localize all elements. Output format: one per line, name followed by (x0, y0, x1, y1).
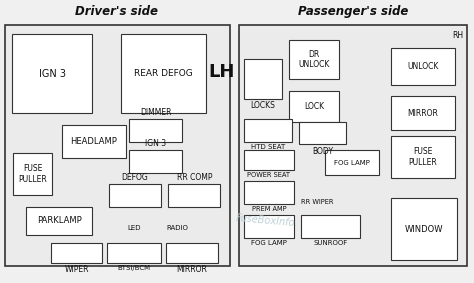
Bar (289, 91, 339, 122)
Bar (166, 243, 218, 263)
Bar (107, 243, 161, 263)
Bar (5, 25, 230, 266)
Text: FUSE
PULLER: FUSE PULLER (409, 147, 438, 167)
Bar (391, 96, 455, 130)
Bar (51, 243, 102, 263)
Text: Passenger's side: Passenger's side (298, 5, 408, 18)
Text: Driver's side: Driver's side (74, 5, 158, 18)
Bar (391, 136, 455, 178)
Bar (244, 150, 294, 170)
Bar (301, 215, 360, 238)
Bar (244, 59, 282, 99)
Text: LH: LH (209, 63, 235, 81)
Text: IGN 3: IGN 3 (145, 139, 166, 148)
Bar (391, 198, 457, 260)
Text: MIRROR: MIRROR (176, 265, 208, 275)
Text: RR COMP: RR COMP (177, 173, 212, 182)
Bar (239, 25, 467, 266)
Text: HEADLAMP: HEADLAMP (70, 137, 117, 146)
Bar (244, 119, 292, 142)
Text: PREM AMP: PREM AMP (252, 206, 286, 212)
Bar (121, 34, 206, 113)
Text: FOG LAMP: FOG LAMP (251, 240, 287, 246)
Bar (391, 48, 455, 85)
Bar (12, 34, 92, 113)
Text: RR WIPER: RR WIPER (301, 199, 334, 205)
Bar (129, 150, 182, 173)
Bar (289, 40, 339, 79)
Text: RH: RH (453, 31, 464, 40)
Text: LED: LED (127, 225, 140, 231)
Text: PARKLAMP: PARKLAMP (37, 216, 82, 225)
Text: FOG LAMP: FOG LAMP (334, 160, 370, 166)
Text: DIMMER: DIMMER (140, 108, 172, 117)
Text: SUNROOF: SUNROOF (313, 240, 348, 246)
Bar (129, 119, 182, 142)
Text: IGN 3: IGN 3 (39, 68, 65, 79)
Text: LOCKS: LOCKS (251, 101, 275, 110)
Bar (325, 150, 379, 175)
Text: REAR DEFOG: REAR DEFOG (134, 69, 193, 78)
Bar (244, 181, 294, 204)
Text: RADIO: RADIO (167, 225, 189, 231)
Bar (13, 153, 52, 195)
Text: DR
UNLOCK: DR UNLOCK (298, 50, 330, 69)
Bar (62, 125, 126, 158)
Text: BODY: BODY (312, 147, 333, 156)
Text: POWER SEAT: POWER SEAT (247, 172, 291, 178)
Text: MIRROR: MIRROR (408, 109, 438, 118)
Bar (26, 207, 92, 235)
Text: DEFOG: DEFOG (122, 173, 148, 182)
Bar (244, 215, 294, 238)
Text: HTD SEAT: HTD SEAT (251, 144, 285, 150)
Bar (109, 184, 161, 207)
Text: BTSI/BCM: BTSI/BCM (118, 265, 150, 271)
Bar (299, 122, 346, 144)
Text: FUSE
PULLER: FUSE PULLER (18, 164, 47, 184)
Text: WIPER: WIPER (64, 265, 89, 275)
Text: UNLOCK: UNLOCK (407, 62, 439, 71)
Bar (168, 184, 220, 207)
Text: LOCK: LOCK (304, 102, 324, 111)
Text: FuseBoxInfo: FuseBoxInfo (236, 213, 295, 228)
Text: WINDOW: WINDOW (405, 225, 444, 234)
